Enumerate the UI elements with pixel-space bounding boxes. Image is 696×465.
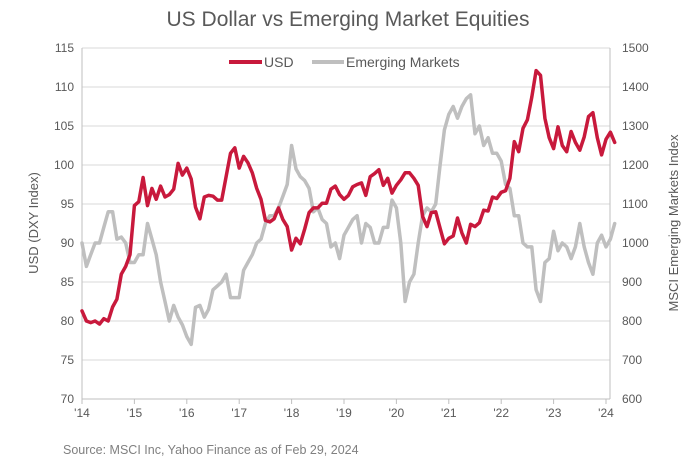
y-left-tick-label: 90	[61, 236, 75, 250]
x-tick-label: '18	[284, 406, 300, 420]
y-right-axis-label: MSCI Emerging Markets Index	[666, 134, 681, 312]
series-line-emerging-markets	[80, 93, 617, 347]
axes: 70 75 80 85 90 95 100 105 110 115 600 700 800 900 1000…	[54, 41, 649, 420]
x-tick-label: '22	[493, 406, 509, 420]
y-left-tick-label: 100	[54, 158, 74, 172]
y-right-tick-label: 800	[622, 314, 642, 328]
x-tick-label: '15	[127, 406, 143, 420]
x-tick-label: '23	[546, 406, 562, 420]
y-left-tick-label: 110	[55, 80, 74, 94]
y-right-tick-label: 1200	[622, 158, 649, 172]
y-right-tick-label: 600	[622, 392, 642, 406]
y-left-tick-label: 75	[61, 353, 75, 367]
y-left-tick-label: 115	[55, 41, 74, 55]
y-right-tick-label: 700	[622, 353, 642, 367]
y-right-tick-label: 1300	[622, 119, 649, 133]
y-left-tick-label: 105	[54, 119, 74, 133]
y-left-axis-label: USD (DXY Index)	[26, 172, 41, 274]
y-right-tick-label: 1400	[622, 80, 649, 94]
y-right-tick-label: 1500	[622, 41, 649, 55]
y-right-tick-label: 900	[622, 275, 642, 289]
x-tick-label: '24	[598, 406, 614, 420]
series-lines	[80, 68, 617, 347]
x-tick-label: '17	[231, 406, 247, 420]
series-line-usd	[80, 68, 617, 326]
y-left-tick-label: 70	[61, 392, 75, 406]
source-note: Source: MSCI Inc, Yahoo Finance as of Fe…	[63, 443, 359, 457]
legend-label-usd: USD	[264, 54, 294, 70]
x-tick-label: '20	[389, 406, 405, 420]
chart-title: US Dollar vs Emerging Market Equities	[166, 8, 530, 31]
x-tick-label: '14	[74, 406, 90, 420]
y-left-tick-label: 80	[61, 314, 75, 328]
legend-label-emerging-markets: Emerging Markets	[346, 54, 460, 70]
y-left-tick-label: 85	[61, 275, 75, 289]
x-tick-label: '19	[336, 406, 352, 420]
y-right-tick-label: 1000	[622, 236, 649, 250]
legend: USD Emerging Markets	[229, 54, 460, 70]
x-tick-label: '16	[179, 406, 195, 420]
y-right-tick-label: 1100	[622, 197, 648, 211]
y-left-tick-label: 95	[61, 197, 75, 211]
x-tick-label: '21	[441, 406, 457, 420]
